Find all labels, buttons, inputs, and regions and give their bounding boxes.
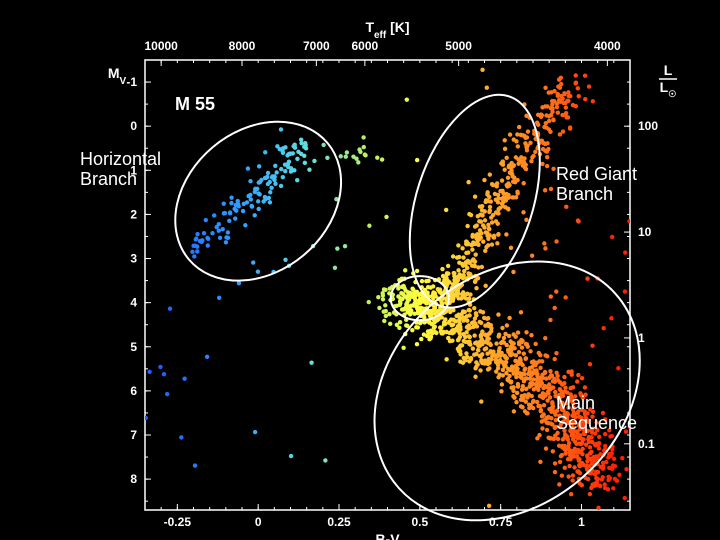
svg-text:100: 100 <box>638 119 658 133</box>
svg-text:0: 0 <box>255 515 262 529</box>
svg-text:MV: MV <box>108 65 127 87</box>
svg-text:1: 1 <box>130 163 137 177</box>
svg-text:L☉: L☉ <box>660 79 677 99</box>
svg-text:5000: 5000 <box>445 39 472 53</box>
svg-text:5: 5 <box>130 340 137 354</box>
svg-text:0.25: 0.25 <box>327 515 351 529</box>
svg-text:10000: 10000 <box>144 39 178 53</box>
svg-text:6000: 6000 <box>352 39 379 53</box>
svg-text:0: 0 <box>130 119 137 133</box>
svg-text:4: 4 <box>130 296 137 310</box>
svg-text:3: 3 <box>130 252 137 266</box>
svg-text:B-V: B-V <box>375 531 400 540</box>
svg-text:Teff [K]: Teff [K] <box>365 19 409 41</box>
svg-text:7: 7 <box>130 428 137 442</box>
hr-diagram: -0.2500.250.50.751B-V1000080007000600050… <box>0 0 720 540</box>
svg-text:10: 10 <box>638 225 652 239</box>
svg-text:6: 6 <box>130 384 137 398</box>
svg-text:M 55: M 55 <box>175 94 215 114</box>
svg-text:7000: 7000 <box>303 39 330 53</box>
svg-text:2: 2 <box>130 207 137 221</box>
svg-text:8: 8 <box>130 472 137 486</box>
svg-text:1: 1 <box>578 515 585 529</box>
svg-text:0.1: 0.1 <box>638 437 655 451</box>
svg-text:-0.25: -0.25 <box>164 515 192 529</box>
svg-text:8000: 8000 <box>229 39 256 53</box>
svg-text:-1: -1 <box>126 75 137 89</box>
svg-text:4000: 4000 <box>594 39 621 53</box>
svg-text:0.5: 0.5 <box>411 515 428 529</box>
svg-text:L: L <box>664 62 673 78</box>
